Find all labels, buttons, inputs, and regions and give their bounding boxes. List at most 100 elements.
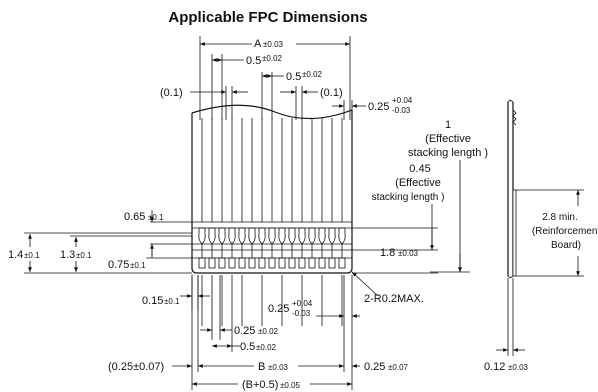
dim-065-tol: ±0.1	[148, 213, 164, 222]
dim-b: B ±0.03 (0.25±0.07) 0.25 ±0.07	[108, 275, 409, 373]
dim-b-tol: ±0.03	[268, 363, 289, 372]
dim-pitch-top-value: 0.5	[246, 55, 261, 67]
dim-18-tol: ±0.03	[398, 249, 419, 258]
terminal-tip	[268, 257, 276, 269]
eff-1-value: 1	[445, 119, 451, 131]
terminal-tip	[308, 257, 316, 269]
dim-18-value: 1.8	[380, 247, 395, 259]
dim-075-tol: ±0.1	[130, 261, 146, 270]
dim-012: 0.12 ±0.03	[484, 278, 529, 373]
terminal-pad	[228, 227, 236, 245]
reinf-line2: (Reinforcement	[532, 226, 598, 237]
dim-ref-right-value: (0.1)	[320, 87, 343, 99]
terminal-pad	[248, 227, 256, 245]
dim-pitch-top-2-tol: ±0.02	[302, 70, 323, 79]
dim-b-right-tol: ±0.07	[388, 363, 409, 372]
dim-radius: 2-R0.2MAX.	[351, 271, 424, 305]
terminal-pad	[258, 227, 266, 245]
dim-14-value: 1.4	[8, 249, 23, 261]
dim-thickness-top-value: 0.25	[368, 101, 389, 113]
dim-ref-right: (0.1)	[280, 86, 343, 120]
dim-13-tol: ±0.1	[76, 251, 92, 260]
dim-065: 0.65 ±0.1	[124, 210, 192, 256]
dim-ref-left-value: (0.1)	[160, 87, 183, 99]
terminal-tip	[338, 257, 346, 269]
dim-075-value: 0.75	[108, 259, 129, 271]
dim-015-tol: ±0.1	[164, 297, 180, 306]
dim-025-tol: ±0.02	[258, 327, 279, 336]
reinf-line3: Board)	[551, 240, 581, 251]
terminal-pads	[198, 227, 346, 269]
dim-reinforcement: 2.8 min. (Reinforcement Board)	[516, 189, 598, 277]
dim-05-bottom-tol: ±0.02	[256, 343, 277, 352]
dim-effective-045: 0.45 (Effective stacking length )	[352, 163, 445, 251]
reinf-line1: 2.8 min.	[542, 212, 578, 223]
dim-radius-value: 2-R0.2MAX.	[364, 293, 424, 305]
dim-14: 1.4 ±0.1	[0, 232, 192, 274]
terminal-pad	[308, 227, 316, 245]
dim-thickness-top: 0.25 +0.04 -0.03	[332, 96, 413, 120]
dim-065-value: 0.65	[124, 211, 145, 223]
dim-pitch-top: 0.5 ±0.02	[211, 54, 283, 120]
terminal-tip	[218, 257, 226, 269]
terminal-tip	[288, 257, 296, 269]
terminal-leads	[201, 118, 343, 222]
dim-012-tol: ±0.03	[508, 363, 529, 372]
dim-a-tol: ±0.03	[263, 40, 284, 49]
dim-a-value: A	[254, 38, 262, 50]
diagram-title: Applicable FPC Dimensions	[168, 9, 367, 26]
terminal-tip	[258, 257, 266, 269]
dim-012-value: 0.12	[484, 361, 505, 373]
dim-b-value: B	[258, 361, 265, 373]
terminal-tip	[198, 257, 206, 269]
terminal-tip	[238, 257, 246, 269]
terminal-pad	[278, 227, 286, 245]
dim-b05-tol: ±0.05	[280, 381, 301, 390]
terminal-pad	[238, 227, 246, 245]
lower-lead-lines	[201, 275, 343, 326]
dim-13-value: 1.3	[60, 249, 75, 261]
terminal-tip	[278, 257, 286, 269]
terminal-pad	[338, 227, 346, 245]
terminal-pad	[208, 227, 216, 245]
terminal-pad	[288, 227, 296, 245]
terminal-pad	[268, 227, 276, 245]
dim-thickness-top-up: +0.04	[392, 96, 413, 105]
terminal-pad	[218, 227, 226, 245]
dim-effective-1: 1 (Effective stacking length )	[408, 119, 488, 273]
dim-pitch-top-2: 0.5 ±0.02	[261, 70, 323, 120]
dim-025-value: 0.25	[234, 325, 255, 337]
dim-thickness-bottom-down: -0.03	[292, 309, 311, 318]
eff-1-line1: (Effective	[425, 133, 471, 145]
fpc-outline	[191, 104, 353, 274]
dim-13: 1.3 ±0.1	[56, 235, 192, 272]
dim-pitch-top-2-value: 0.5	[286, 71, 301, 83]
terminal-tip	[248, 257, 256, 269]
dim-075: 0.75 ±0.1	[108, 250, 192, 271]
terminal-tip	[208, 257, 216, 269]
terminal-tip	[298, 257, 306, 269]
dim-a: A ±0.03	[199, 36, 351, 120]
dim-015-value: 0.15	[142, 295, 163, 307]
eff-045-value: 0.45	[409, 163, 430, 175]
dim-05-bottom-value: 0.5	[240, 341, 255, 353]
dim-05-bottom: 0.5 ±0.02	[212, 275, 277, 353]
eff-045-line1: (Effective	[395, 177, 441, 189]
terminal-pad	[298, 227, 306, 245]
terminal-tip	[228, 257, 236, 269]
terminal-pad	[318, 227, 326, 245]
terminal-pad	[328, 227, 336, 245]
dim-b-left: (0.25±0.07)	[108, 361, 164, 373]
dim-025: 0.25 ±0.02	[200, 275, 279, 340]
dim-thickness-top-down: -0.03	[392, 106, 411, 115]
dim-b-right-value: 0.25	[364, 361, 385, 373]
dim-015: 0.15 ±0.1	[142, 275, 210, 310]
eff-045-line2: stacking length )	[372, 192, 445, 203]
terminal-tip	[328, 257, 336, 269]
dim-b05: (B+0.5) ±0.05	[191, 275, 353, 391]
terminal-tip	[318, 257, 326, 269]
dim-b05-value: (B+0.5)	[242, 379, 278, 391]
dim-14-tol: ±0.1	[24, 251, 40, 260]
dim-18: 1.8 ±0.03	[352, 227, 438, 274]
terminal-pad	[198, 227, 206, 245]
